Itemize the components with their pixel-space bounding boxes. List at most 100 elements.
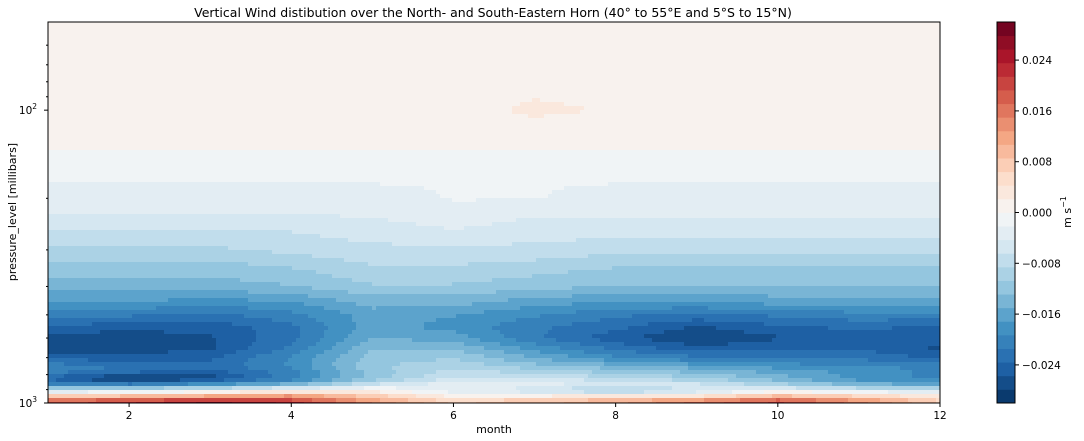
contour-cell (388, 102, 392, 106)
contour-cell (896, 74, 900, 78)
contour-cell (788, 42, 792, 46)
contour-cell (236, 22, 240, 26)
contour-cell (76, 26, 80, 30)
contour-cell (132, 42, 136, 46)
contour-cell (152, 58, 156, 62)
contour-cell (336, 102, 340, 106)
contour-cell (664, 34, 668, 38)
contour-cell (748, 54, 752, 58)
contour-cell (108, 50, 112, 54)
contour-cell (228, 102, 232, 106)
contour-cell (120, 94, 124, 98)
contour-cell (564, 62, 568, 66)
contour-cell (816, 26, 820, 30)
contour-cell (264, 54, 268, 58)
contour-cell (688, 74, 692, 78)
contour-cell (368, 38, 372, 42)
contour-cell (196, 74, 200, 78)
contour-cell (88, 50, 92, 54)
contour-cell (256, 94, 260, 98)
contour-cell (700, 94, 704, 98)
contour-cell (200, 66, 204, 70)
contour-cell (824, 38, 828, 42)
contour-cell (640, 90, 644, 94)
contour-cell (656, 66, 660, 70)
contour-cell (284, 110, 288, 114)
contour-cell (56, 110, 60, 114)
contour-cell (896, 34, 900, 38)
contour-cell (640, 42, 644, 46)
contour-cell (108, 86, 112, 90)
contour-cell (436, 106, 440, 110)
contour-cell (584, 42, 588, 46)
contour-cell (356, 58, 360, 62)
contour-cell (404, 106, 408, 110)
contour-cell (336, 22, 340, 26)
contour-cell (740, 74, 744, 78)
contour-cell (392, 74, 396, 78)
contour-cell (676, 70, 680, 74)
contour-cell (612, 58, 616, 62)
contour-cell (864, 74, 868, 78)
contour-cell (276, 22, 280, 26)
contour-cell (452, 58, 456, 62)
contour-cell (728, 70, 732, 74)
contour-cell (380, 46, 384, 50)
contour-cell (480, 70, 484, 74)
contour-cell (708, 30, 712, 34)
contour-cell (128, 58, 132, 62)
contour-cell (416, 86, 420, 90)
contour-cell (732, 62, 736, 66)
contour-cell (128, 22, 132, 26)
contour-cell (72, 62, 76, 66)
contour-cell (772, 86, 776, 90)
contour-cell (316, 46, 320, 50)
contour-cell (896, 42, 900, 46)
contour-cell (820, 94, 824, 98)
contour-cell (68, 78, 72, 82)
contour-cell (708, 70, 712, 74)
contour-cell (884, 58, 888, 62)
contour-cell (460, 78, 464, 82)
contour-cell (892, 54, 896, 58)
contour-cell (380, 94, 384, 98)
contour-cell (596, 34, 600, 38)
contour-cell (468, 58, 472, 62)
contour-cell (332, 106, 336, 110)
contour-cell (196, 82, 200, 86)
contour-cell (264, 30, 268, 34)
contour-cell (452, 26, 456, 30)
contour-cell (360, 110, 364, 114)
contour-cell (932, 70, 936, 74)
contour-cell (716, 54, 720, 58)
contour-cell (120, 30, 124, 34)
contour-cell (624, 86, 628, 90)
contour-cell (264, 42, 268, 46)
contour-cell (364, 38, 368, 42)
contour-cell (808, 46, 812, 50)
contour-cell (48, 106, 52, 110)
contour-cell (336, 58, 340, 62)
contour-cell (188, 90, 192, 94)
contour-cell (248, 34, 252, 38)
contour-cell (592, 38, 596, 42)
contour-cell (296, 30, 300, 34)
contour-cell (868, 34, 872, 38)
contour-cell (116, 86, 120, 90)
contour-cell (376, 74, 380, 78)
contour-cell (136, 50, 140, 54)
contour-cell (808, 22, 812, 26)
contour-cell (904, 30, 908, 34)
contour-cell (512, 98, 516, 102)
contour-field (48, 22, 940, 403)
contour-cell (468, 78, 472, 82)
contour-cell (836, 22, 840, 26)
contour-cell (568, 22, 572, 26)
contour-cell (144, 62, 148, 66)
contour-cell (64, 46, 68, 50)
contour-cell (276, 70, 280, 74)
contour-cell (612, 26, 616, 30)
contour-cell (868, 90, 872, 94)
contour-cell (204, 90, 208, 94)
contour-cell (732, 30, 736, 34)
